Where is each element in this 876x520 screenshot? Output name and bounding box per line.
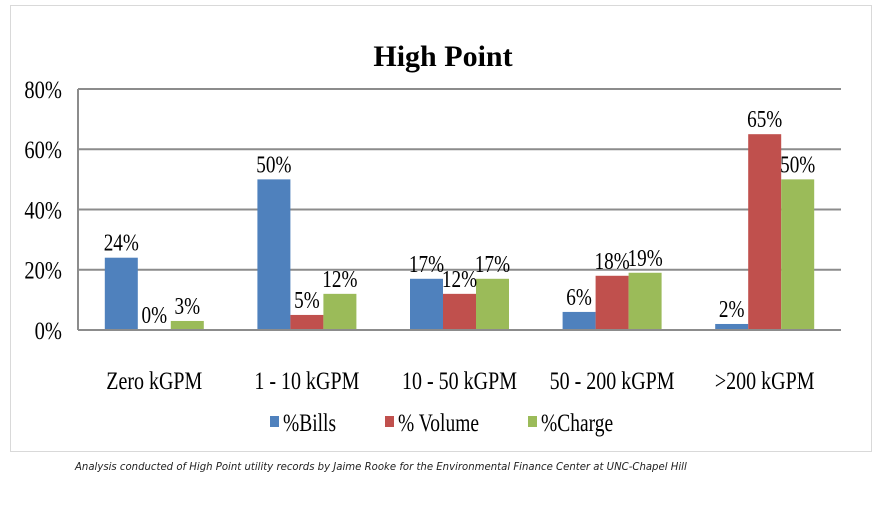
bar-chart: High Point 0%20%40%60%80% 24%0% 3%50%5%12…	[24, 40, 841, 437]
data-label: 24%	[104, 230, 139, 257]
source-caption: Analysis conducted of High Point utility…	[75, 460, 687, 473]
data-label: 18%	[595, 248, 630, 275]
data-label: 17%	[475, 251, 510, 278]
data-label: 12%	[322, 266, 357, 293]
bar	[257, 179, 291, 330]
bar	[290, 314, 324, 330]
y-tick-label: 20%	[24, 257, 62, 284]
bar	[170, 320, 204, 330]
data-label: 5%	[294, 287, 320, 314]
data-label: 2%	[719, 296, 745, 323]
data-label: 6%	[566, 284, 592, 311]
data-label: 17%	[409, 251, 444, 278]
legend-label: %Charge	[541, 409, 613, 437]
legend-label: %Bills	[283, 409, 336, 437]
legend-swatch	[385, 416, 394, 427]
data-label: 12%	[442, 266, 477, 293]
bar	[628, 272, 662, 330]
bar	[715, 323, 749, 330]
bar	[410, 278, 443, 330]
legend-swatch	[270, 416, 279, 427]
x-tick-label: 1 - 10 kGPM	[254, 367, 359, 395]
x-tick-label: 10 - 50 kGPM	[402, 367, 517, 395]
legend-swatch	[528, 416, 537, 427]
data-label: 19%	[628, 245, 663, 272]
y-tick-label: 60%	[24, 136, 62, 163]
bar	[781, 179, 815, 330]
x-tick-label: 50 - 200 kGPM	[550, 367, 675, 395]
bar	[476, 278, 509, 330]
data-label: 65%	[747, 106, 782, 133]
y-tick-label: 80%	[24, 76, 62, 103]
y-tick-label: 40%	[24, 197, 62, 224]
chart-frame	[10, 5, 872, 452]
bar	[595, 275, 629, 330]
data-label: 50%	[780, 151, 815, 178]
data-label: 50%	[256, 151, 291, 178]
bar	[443, 293, 476, 330]
y-tick-label: 0%	[35, 317, 62, 344]
legend-label: % Volume	[398, 409, 479, 437]
data-label: 0%	[142, 302, 168, 329]
bar	[562, 311, 596, 330]
bar	[104, 257, 138, 330]
bar	[323, 293, 357, 330]
data-label: 3%	[175, 293, 201, 320]
bar	[748, 134, 782, 330]
x-tick-label: >200 kGPM	[715, 367, 815, 395]
x-tick-label: Zero kGPM	[106, 367, 202, 395]
chart-title: High Point	[373, 40, 512, 73]
